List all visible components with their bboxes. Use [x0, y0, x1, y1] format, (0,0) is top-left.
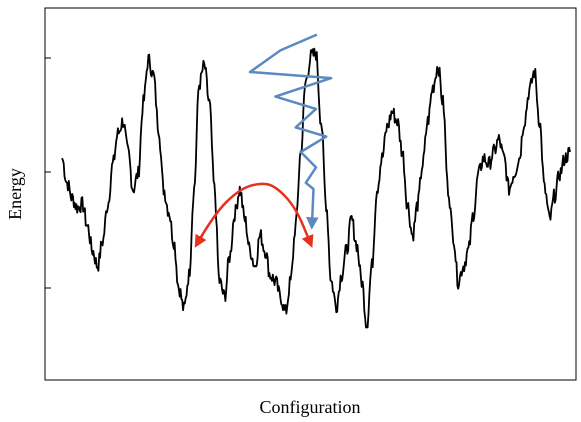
plot-frame — [44, 7, 577, 381]
x-axis-label: Configuration — [260, 397, 361, 417]
blue-descent-arrow — [248, 33, 333, 230]
red-barrier-arrow — [194, 182, 314, 248]
energy-series-line — [61, 47, 571, 329]
plot-marks — [61, 33, 571, 329]
y-axis-ticks — [45, 57, 51, 289]
y-axis-label: Energy — [5, 168, 25, 220]
